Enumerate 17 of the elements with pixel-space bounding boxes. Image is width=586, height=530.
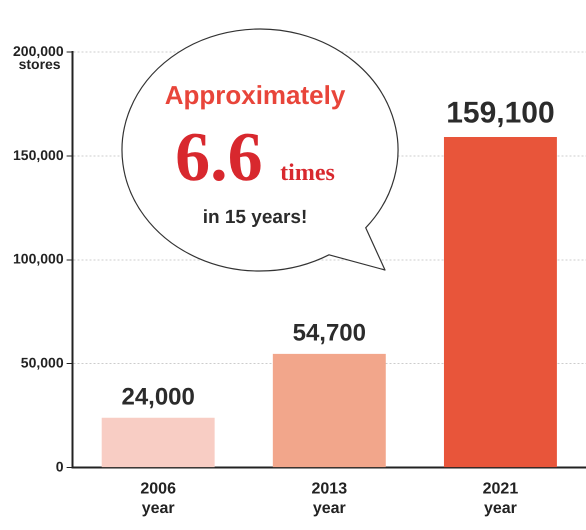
y-tick-label: 200,000 (12, 42, 64, 59)
y-tick-label: 0 (56, 458, 64, 474)
bar (272, 354, 386, 468)
x-tick-label: 2006 year (140, 480, 176, 517)
y-tick-label: 100,000 (12, 250, 64, 267)
annotation: 6.6 times (175, 119, 335, 196)
bar (444, 136, 557, 468)
data-label: 24,000 (121, 383, 195, 410)
annotation: Approximately (164, 80, 346, 111)
data-label: 159,100 (446, 96, 555, 130)
y-tick-label: 50,000 (20, 354, 64, 371)
data-label: 54,700 (292, 320, 366, 347)
x-tick-label: 2013 year (312, 480, 348, 517)
y-tick-label: 150,000 (12, 146, 64, 163)
annotation: in 15 years! (202, 207, 308, 229)
bar (102, 418, 215, 468)
x-tick-label: 2021 year (482, 480, 518, 517)
